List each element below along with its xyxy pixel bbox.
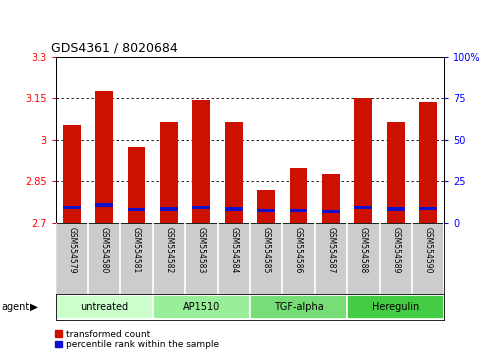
Legend: transformed count, percentile rank within the sample: transformed count, percentile rank withi…	[55, 330, 219, 349]
Bar	[225, 207, 242, 211]
Text: ▶: ▶	[30, 302, 39, 312]
Bar	[128, 147, 145, 223]
Text: Heregulin: Heregulin	[372, 302, 419, 312]
Text: AP1510: AP1510	[183, 302, 220, 312]
Bar	[347, 295, 444, 319]
Bar	[56, 295, 153, 319]
Bar	[290, 209, 308, 212]
Text: GSM554589: GSM554589	[391, 227, 400, 273]
Bar	[257, 190, 275, 223]
Bar	[419, 102, 437, 223]
Bar	[63, 206, 81, 210]
Bar	[355, 98, 372, 223]
Text: GSM554583: GSM554583	[197, 227, 206, 273]
Bar	[160, 207, 178, 211]
Bar	[355, 206, 372, 210]
Text: GSM554586: GSM554586	[294, 227, 303, 273]
Bar	[387, 122, 405, 223]
Bar	[419, 207, 437, 210]
Text: GSM554580: GSM554580	[99, 227, 109, 273]
Text: GDS4361 / 8020684: GDS4361 / 8020684	[51, 42, 177, 55]
Bar	[387, 207, 405, 211]
Bar	[63, 125, 81, 223]
Bar	[225, 122, 242, 223]
Text: GSM554584: GSM554584	[229, 227, 238, 273]
Bar	[160, 122, 178, 223]
Text: GSM554590: GSM554590	[424, 227, 433, 273]
Text: GSM554581: GSM554581	[132, 227, 141, 273]
Bar	[192, 206, 210, 210]
Text: untreated: untreated	[80, 302, 128, 312]
Text: GSM554587: GSM554587	[327, 227, 336, 273]
Text: GSM554588: GSM554588	[359, 227, 368, 273]
Bar	[128, 208, 145, 211]
Bar	[250, 295, 347, 319]
Bar	[322, 175, 340, 223]
Text: GSM554582: GSM554582	[164, 227, 173, 273]
Bar	[95, 203, 113, 207]
Bar	[290, 167, 308, 223]
Bar	[322, 210, 340, 213]
Text: GSM554579: GSM554579	[67, 227, 76, 273]
Text: agent: agent	[1, 302, 29, 312]
Bar	[95, 91, 113, 223]
Text: TGF-alpha: TGF-alpha	[274, 302, 324, 312]
Bar	[257, 209, 275, 212]
Bar	[153, 295, 250, 319]
Text: GSM554585: GSM554585	[262, 227, 270, 273]
Bar	[192, 99, 210, 223]
